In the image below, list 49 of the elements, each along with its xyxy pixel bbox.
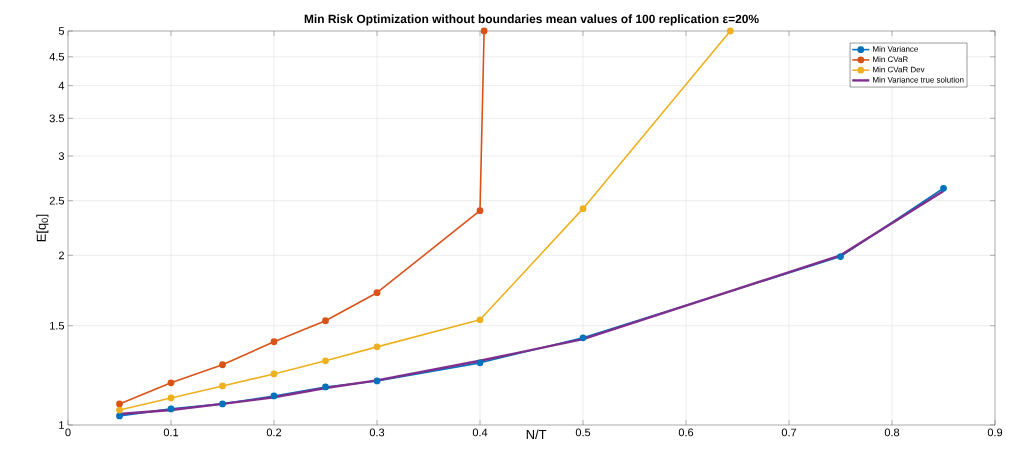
x-tick-label: 0.7 <box>781 428 797 437</box>
point <box>116 400 123 408</box>
point <box>726 27 734 35</box>
point <box>476 207 484 215</box>
x-tick-label: 0.6 <box>678 428 694 437</box>
point <box>940 184 947 192</box>
point <box>373 343 381 351</box>
x-tick-label: 0.3 <box>369 428 385 437</box>
point <box>270 338 278 346</box>
x-tick-label: 0.2 <box>266 428 282 437</box>
point <box>322 383 329 391</box>
point <box>837 253 844 260</box>
y-tick-label: 1 <box>59 421 64 429</box>
y-tick-label: 4 <box>58 81 65 90</box>
point <box>219 382 226 390</box>
point <box>476 316 484 324</box>
point <box>116 406 123 414</box>
point <box>579 334 587 342</box>
x-tick-label: 0 <box>65 428 71 437</box>
point <box>579 205 587 213</box>
y-tick-label: 3.5 <box>49 114 65 123</box>
y-axis-title: E[q$_{0}$] <box>36 214 49 242</box>
y-tick-label: 3 <box>58 152 64 160</box>
y-tick-label: 1.5 <box>50 321 65 330</box>
x-axis-title: N/T <box>526 429 547 440</box>
point <box>476 359 484 367</box>
y-tick-label: 2 <box>58 251 64 260</box>
point <box>167 394 175 402</box>
point <box>167 405 175 413</box>
x-tick-label: 0.4 <box>472 428 488 437</box>
y-tick-label: 4.5 <box>49 52 65 61</box>
point <box>322 357 329 365</box>
point <box>270 370 278 378</box>
x-tick-label: 0.5 <box>575 428 591 437</box>
point <box>116 412 123 420</box>
point <box>219 361 226 369</box>
point <box>373 289 381 297</box>
y-tick-label: 2.5 <box>49 196 65 205</box>
point <box>480 27 488 35</box>
x-tick-label: 0.8 <box>884 428 900 437</box>
point <box>322 317 329 325</box>
point <box>219 400 226 408</box>
point <box>270 392 278 400</box>
x-tick-label: 0.1 <box>163 428 179 437</box>
point <box>373 377 381 385</box>
chart-title: Min Risk Optimization without boundaries mean values of 100 replication ε=20% <box>304 14 759 26</box>
point <box>167 379 175 387</box>
x-tick-label: 0.9 <box>987 428 1003 437</box>
y-tick-label: 5 <box>58 27 65 35</box>
